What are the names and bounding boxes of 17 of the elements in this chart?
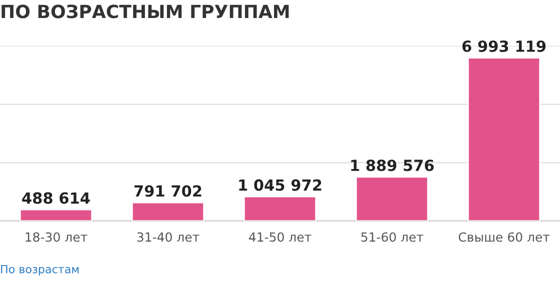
data-label: 791 702 bbox=[134, 185, 202, 197]
data-label: 488 614 bbox=[22, 192, 90, 204]
data-label: 1 045 972 bbox=[239, 179, 322, 191]
chart-title: ПО ВОЗРАСТНЫМ ГРУППАМ bbox=[2, 4, 289, 18]
bar bbox=[243, 196, 317, 221]
x-tick-label: 18-30 лет bbox=[26, 232, 88, 242]
data-label: 6 993 119 bbox=[462, 40, 546, 52]
bar bbox=[355, 176, 429, 221]
x-tick-label: 51-60 лет bbox=[361, 232, 424, 242]
bar bbox=[467, 57, 541, 221]
bar bbox=[131, 202, 205, 221]
x-tick-label: Свыше 60 лет bbox=[458, 232, 550, 242]
x-tick-label: 41-50 лет bbox=[248, 232, 312, 242]
text: По возрастам bbox=[1, 265, 79, 276]
x-tick-label: 31-40 лет bbox=[137, 232, 200, 242]
bar bbox=[19, 208, 93, 221]
data-label: 1 889 576 bbox=[351, 160, 434, 172]
